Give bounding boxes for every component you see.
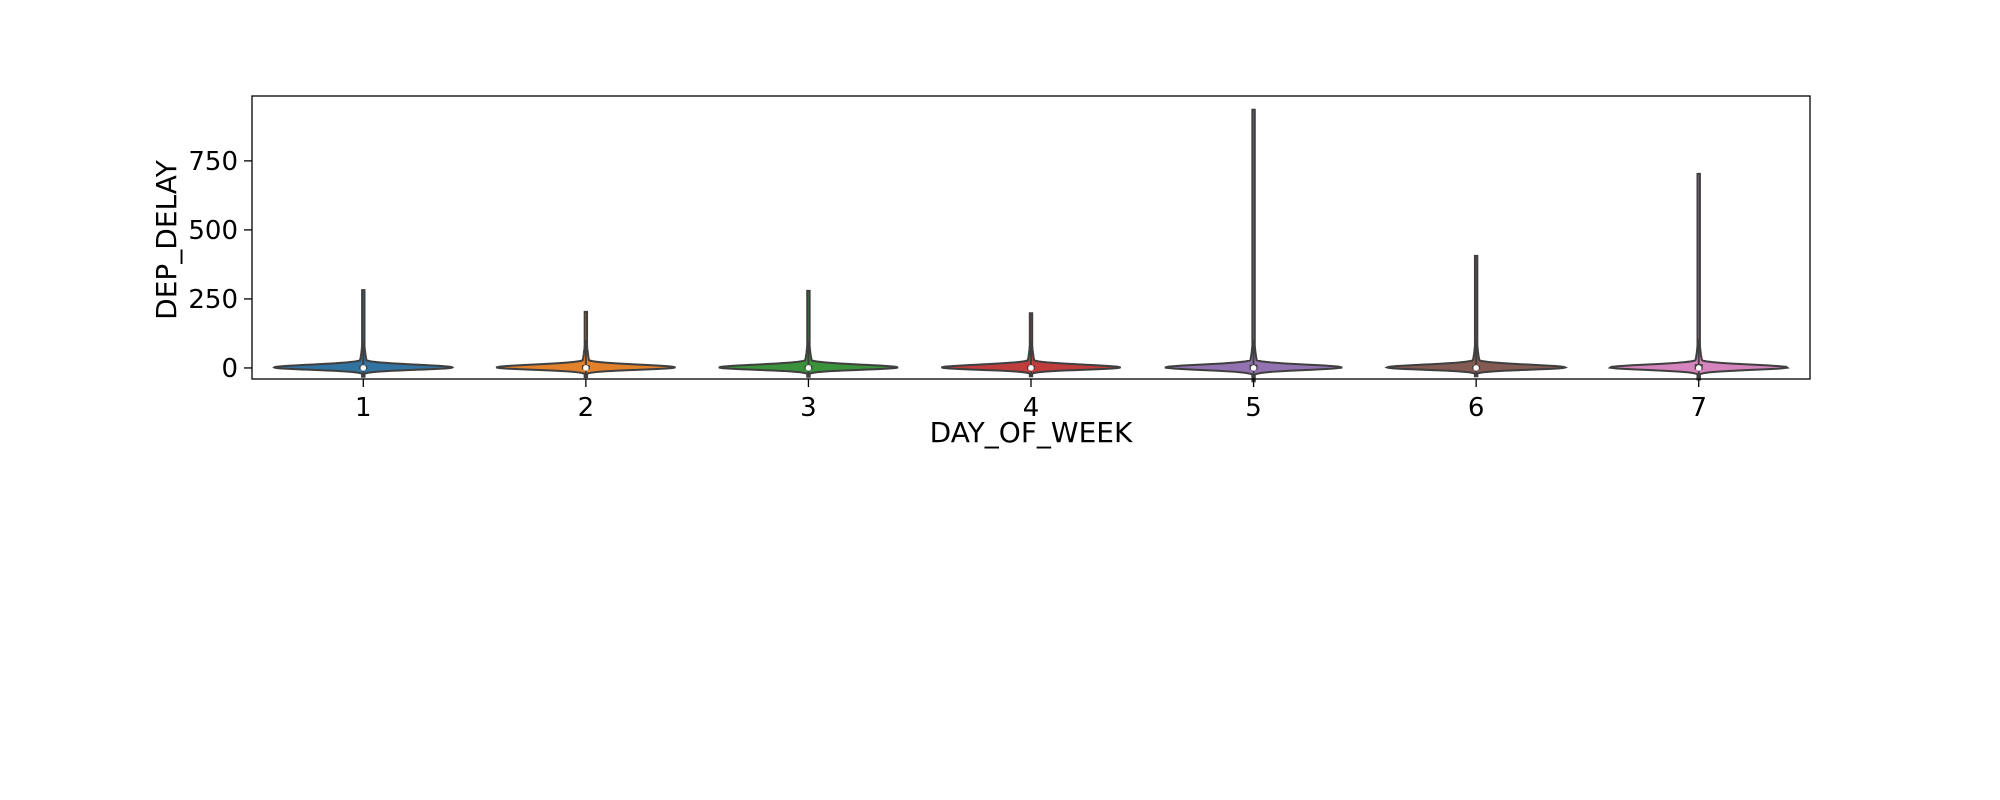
x-axis: 1 2 3 4 5 6 7 xyxy=(355,379,1707,423)
violin-7 xyxy=(1607,172,1790,381)
median-dot-2 xyxy=(583,365,589,371)
x-tick-label: 3 xyxy=(800,393,817,423)
violin-5 xyxy=(1164,108,1343,383)
violin-6 xyxy=(1384,254,1568,378)
x-tick-label: 5 xyxy=(1245,393,1262,423)
x-tick-label: 2 xyxy=(578,393,595,423)
y-axis: 0 250 500 750 xyxy=(188,147,252,384)
x-tick-label: 7 xyxy=(1690,393,1707,423)
x-tick-label: 1 xyxy=(355,393,372,423)
median-dot-7 xyxy=(1695,365,1702,371)
x-tick-label: 6 xyxy=(1468,393,1485,423)
violins-layer xyxy=(272,108,1790,383)
y-tick-label: 750 xyxy=(188,147,238,177)
median-dot-1 xyxy=(360,365,367,371)
y-axis-label: DEP_DELAY xyxy=(150,159,183,320)
median-dot-5 xyxy=(1250,365,1257,371)
violin-3 xyxy=(718,289,899,378)
y-tick-label: 500 xyxy=(188,216,238,246)
median-dot-3 xyxy=(805,365,812,371)
y-tick-label: 250 xyxy=(188,285,238,315)
x-tick-label: 4 xyxy=(1023,393,1040,423)
median-dot-4 xyxy=(1028,365,1034,371)
violin-1 xyxy=(272,289,455,378)
y-tick-label: 0 xyxy=(221,354,238,384)
median-dot-6 xyxy=(1473,365,1479,371)
x-axis-label: DAY_OF_WEEK xyxy=(930,416,1133,449)
